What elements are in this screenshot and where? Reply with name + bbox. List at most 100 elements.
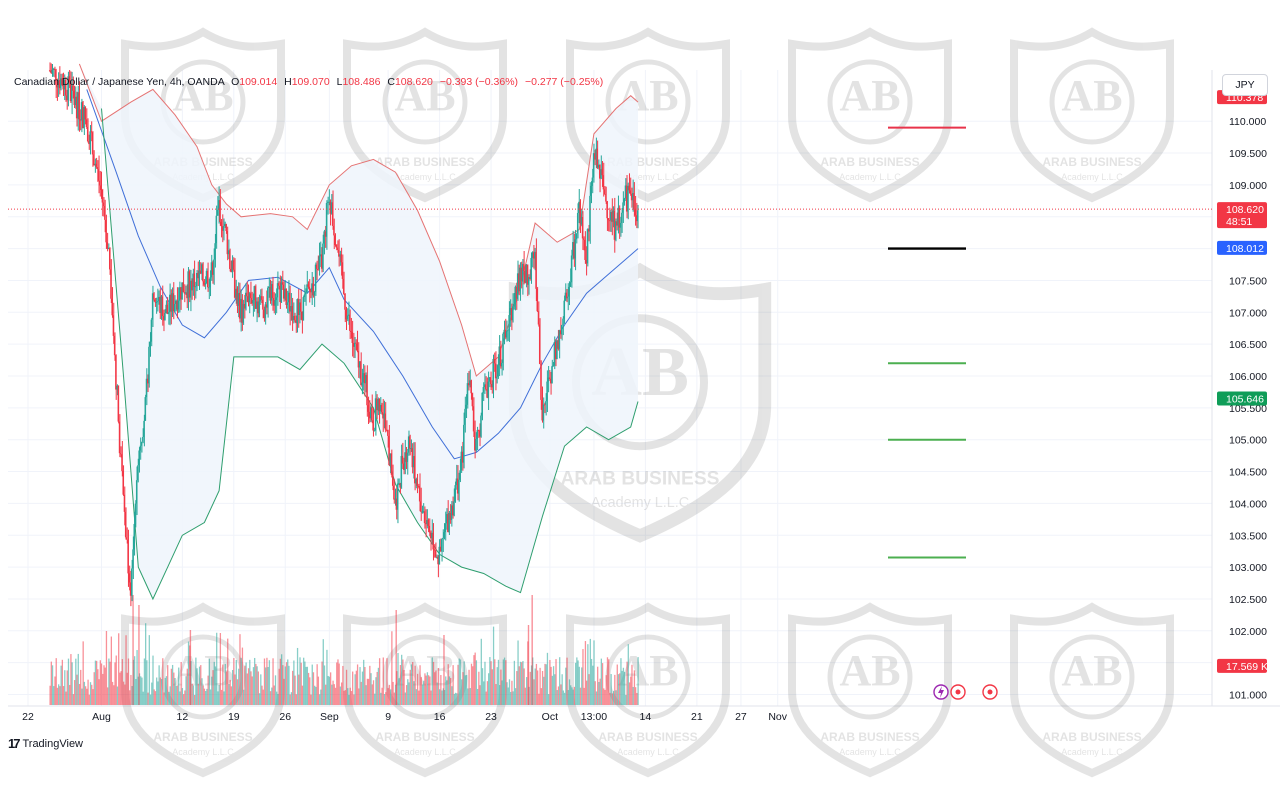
middle-band-line	[86, 89, 639, 460]
volume-bar	[273, 685, 275, 705]
volume-bar	[84, 686, 87, 705]
candle-body	[427, 519, 429, 526]
volume-bar	[517, 640, 519, 705]
volume-bar	[338, 663, 340, 705]
candle-body	[366, 375, 368, 406]
candle-body	[433, 549, 435, 551]
volume-bar	[383, 693, 386, 705]
volume-bar	[333, 684, 335, 705]
candle-body	[317, 268, 319, 270]
candle-body	[253, 286, 255, 301]
candle-body	[117, 385, 119, 422]
horizontal-levels[interactable]	[8, 126, 1212, 559]
candle-body	[562, 318, 564, 325]
volume-bar	[179, 691, 181, 705]
volume-bar	[94, 660, 97, 705]
volume-bar	[587, 644, 589, 705]
volume-bar	[538, 693, 540, 705]
candle-body	[258, 301, 260, 314]
candle-body	[318, 256, 320, 270]
price-tick-label: 101.000	[1229, 690, 1267, 702]
volume-bar	[296, 647, 299, 705]
volume-bar	[300, 662, 302, 705]
volume-bar	[92, 689, 94, 705]
volume-bar	[66, 670, 68, 705]
volume-bar	[240, 657, 242, 705]
volume-bar	[239, 634, 241, 705]
candle-body	[429, 532, 432, 539]
event-icons[interactable]	[933, 684, 998, 700]
candle-body	[526, 264, 529, 285]
candle-body	[360, 361, 362, 386]
candle-body	[527, 277, 530, 285]
volume-bar	[174, 677, 176, 705]
candle-body	[126, 537, 128, 540]
volume-bar	[500, 669, 502, 705]
candle-body	[211, 262, 214, 275]
currency-button[interactable]: JPY	[1222, 74, 1268, 96]
volume-bar	[184, 690, 186, 705]
candle-body	[578, 201, 580, 213]
time-axis[interactable]: 22 Aug 12 19 26 Sep 9 16 23 Oct 13:00 14 21 27 Nov	[22, 711, 788, 723]
volume-bar	[279, 658, 282, 705]
volume-bar	[201, 678, 203, 705]
volume-bar	[321, 661, 323, 705]
candle-body	[421, 511, 423, 513]
candle-body	[351, 331, 353, 343]
time-tick-label: 13:00	[581, 711, 607, 723]
candle-body	[625, 185, 628, 212]
candle-body	[493, 358, 495, 364]
candle-body	[502, 333, 504, 363]
candle-body	[115, 355, 117, 390]
candle-body	[132, 549, 134, 569]
volume-bar	[311, 664, 313, 705]
watermark-monogram: AB	[172, 71, 233, 120]
volume-bar	[412, 661, 414, 705]
candle-body	[48, 70, 51, 72]
candle-body	[302, 297, 304, 321]
candle-body	[369, 407, 372, 419]
volume-bar	[341, 682, 343, 705]
volume-bar	[372, 680, 375, 705]
volume-bar	[491, 669, 493, 705]
volume-bar	[83, 681, 86, 705]
candle-body	[118, 421, 121, 454]
volume-bar	[545, 664, 547, 705]
candle-body	[499, 346, 502, 367]
volume-bar	[560, 684, 562, 705]
candle-body	[586, 229, 589, 264]
volume-bar	[463, 661, 465, 705]
candle-body	[389, 453, 391, 466]
volume-bar	[556, 690, 558, 705]
candle-body	[131, 568, 133, 596]
volume-bar	[374, 693, 376, 705]
candle-body	[482, 387, 484, 393]
candle-body	[476, 430, 478, 439]
volume-bar	[472, 666, 474, 705]
candle-body	[342, 278, 345, 294]
volume-bar	[140, 676, 142, 705]
tradingview-branding[interactable]: 17 TradingView	[8, 736, 83, 751]
candle-body	[85, 119, 88, 128]
candle-body	[112, 315, 115, 336]
volume-bar	[402, 659, 404, 705]
volume-bar	[299, 657, 301, 705]
volume-bar	[584, 641, 587, 705]
volume-bar	[165, 676, 168, 705]
volume-bar	[452, 665, 454, 705]
volume-bar	[574, 662, 577, 705]
candle-body	[454, 485, 456, 502]
watermark-ring-icon	[1049, 59, 1135, 145]
earnings-event-icon-2-dot	[987, 689, 993, 695]
volume-bar	[617, 674, 620, 705]
watermark-subtext: Academy L.L.C	[1061, 172, 1123, 182]
volume-bar	[573, 686, 576, 705]
watermark-text: ARAB BUSINESS	[598, 730, 697, 744]
candle-body	[254, 286, 257, 309]
volume-bar	[513, 660, 516, 705]
volume-bar	[294, 675, 296, 705]
volume-bar	[263, 658, 266, 705]
volume-bar	[276, 691, 278, 705]
candle-body	[543, 404, 546, 406]
